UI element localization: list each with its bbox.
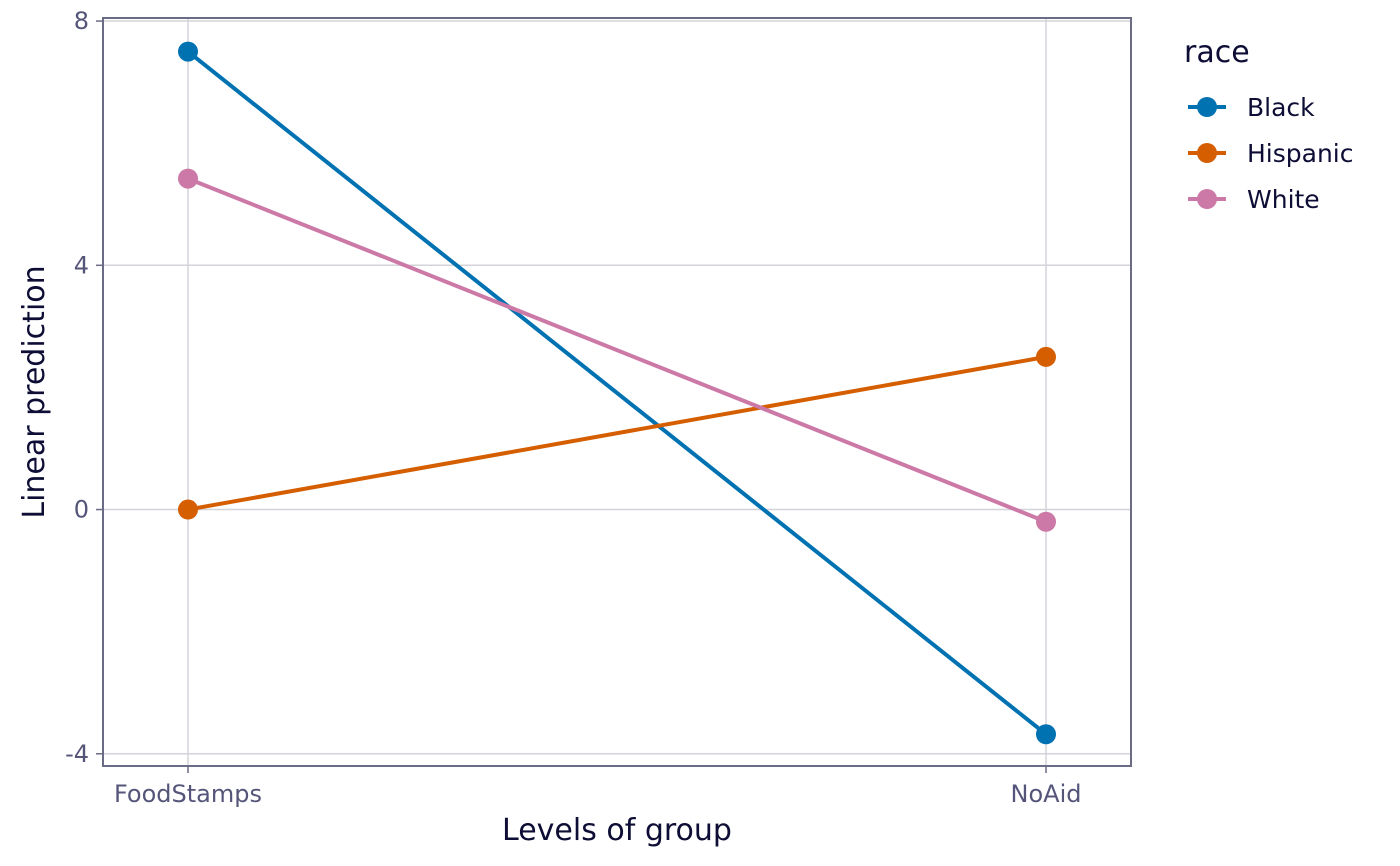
x-tick-label: NoAid: [1011, 780, 1082, 808]
legend-label-hispanic: Hispanic: [1247, 139, 1354, 168]
panel-border: [102, 17, 1132, 767]
y-tick-label: 8: [74, 7, 89, 35]
data-point-black: [1036, 724, 1056, 745]
legend-title: race: [1184, 35, 1250, 70]
legend-label-black: Black: [1247, 93, 1315, 122]
legend-key-point-hispanic: [1197, 143, 1217, 163]
legend-label-white: White: [1247, 185, 1320, 214]
legend-key-point-white: [1197, 189, 1217, 209]
axes: -4 0 4 8 FoodStamps NoAid: [65, 7, 1081, 808]
data-point-black: [178, 41, 198, 62]
data-point-hispanic: [178, 499, 198, 520]
data-point-white: [1036, 511, 1056, 532]
data-point-hispanic: [1036, 346, 1056, 367]
series-line-white: [186, 176, 1048, 524]
legend-key-point-black: [1197, 97, 1217, 117]
y-tick-label: 0: [74, 496, 89, 524]
legend: race Black Hispanic White: [1184, 35, 1354, 214]
x-axis-title: Levels of group: [502, 813, 732, 848]
y-tick-label: 4: [74, 251, 89, 279]
x-tick-label: FoodStamps: [114, 780, 262, 808]
y-tick-label: -4: [65, 740, 89, 768]
data-point-white: [178, 168, 198, 189]
y-axis-title: Linear prediction: [17, 265, 52, 518]
series-line-black: [186, 49, 1048, 737]
series-group: [178, 41, 1056, 745]
series-line-hispanic: [186, 354, 1048, 512]
gridlines: [103, 18, 1131, 766]
